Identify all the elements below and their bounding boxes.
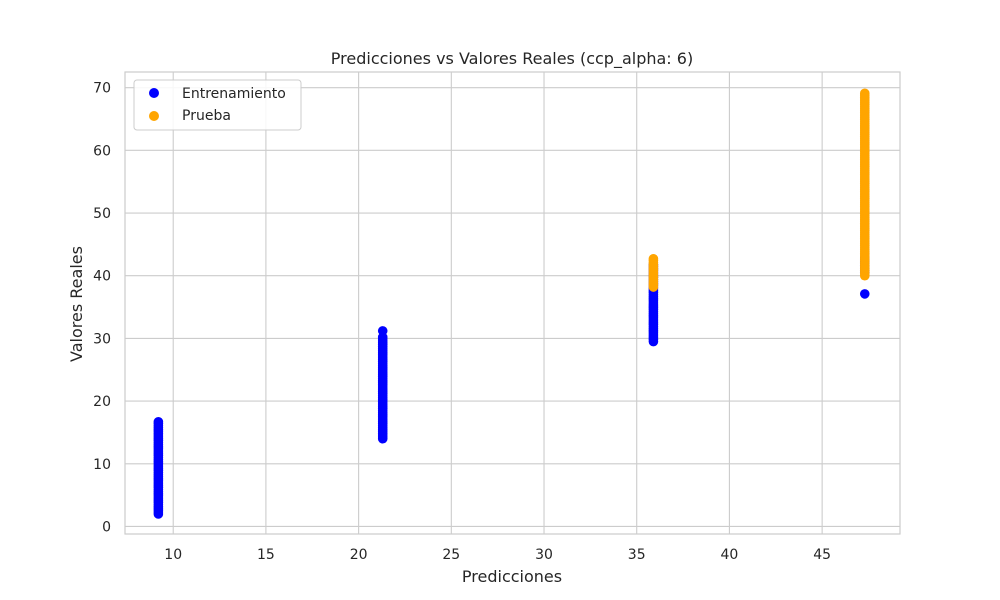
legend-marker-entrenamiento (149, 88, 159, 98)
point-prueba (648, 254, 659, 264)
legend-marker-prueba (149, 111, 159, 121)
y-tick-label: 10 (93, 457, 111, 473)
x-tick-label: 20 (350, 547, 368, 563)
grid (125, 72, 900, 534)
x-tick-label: 10 (164, 547, 182, 563)
x-tick-label: 35 (628, 547, 646, 563)
x-tick-label: 30 (535, 547, 553, 563)
y-axis-label: Valores Reales (67, 246, 86, 362)
x-axis-label: Predicciones (462, 567, 562, 586)
chart-title: Predicciones vs Valores Reales (ccp_alph… (331, 49, 693, 69)
x-tick-label: 45 (813, 547, 831, 563)
x-tick-label: 25 (442, 547, 460, 563)
data-points (153, 88, 870, 519)
y-tick-label: 30 (93, 331, 111, 347)
plot-frame (124, 71, 901, 535)
legend-box (133, 79, 302, 131)
y-tick-label: 60 (93, 143, 111, 159)
x-tick-label: 15 (257, 547, 275, 563)
legend-label-entrenamiento: Entrenamiento (182, 86, 286, 102)
tick-labels: 10 15 20 25 30 35 40 45 0 10 20 30 40 50 60 70 (93, 81, 831, 563)
x-tick-label: 40 (721, 547, 739, 563)
point-prueba (859, 88, 870, 99)
y-tick-label: 20 (93, 394, 111, 410)
legend: Entrenamiento Prueba (133, 79, 302, 131)
point-entrenamiento (377, 326, 388, 336)
y-tick-label: 40 (93, 269, 111, 285)
point-entrenamiento (859, 289, 870, 299)
y-tick-label: 70 (93, 81, 111, 97)
y-tick-label: 0 (102, 519, 111, 535)
y-tick-label: 50 (93, 206, 111, 222)
legend-label-prueba: Prueba (182, 108, 231, 124)
point-entrenamiento (153, 416, 164, 427)
